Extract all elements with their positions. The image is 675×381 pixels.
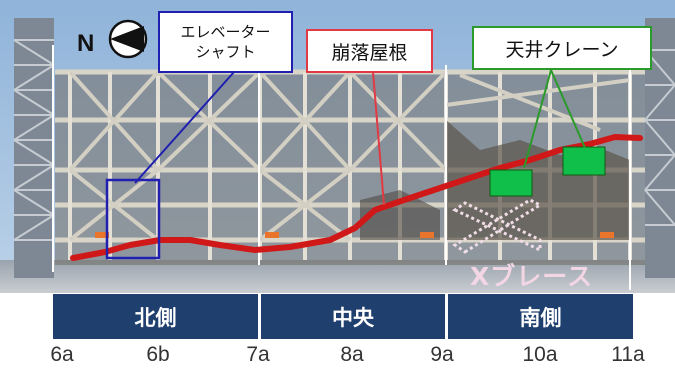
grid-label-6a: 6a	[50, 343, 74, 366]
orange-markers	[95, 232, 614, 238]
left-tower	[13, 18, 55, 278]
grid-label-11a: 11a	[611, 343, 645, 366]
ground	[0, 260, 675, 293]
compass-icon	[108, 19, 148, 59]
elevator-shaft-callout: エレベーター シャフト	[158, 11, 293, 73]
x-brace-marker	[452, 198, 544, 254]
callout-leader-lines	[134, 69, 586, 206]
crane-block-right	[562, 146, 606, 176]
grid-divider-lines	[52, 45, 631, 290]
collapsed-roof-line	[70, 134, 643, 261]
grid-label-8a: 8a	[340, 343, 364, 366]
grid-label-10a: 10a	[522, 343, 558, 366]
section-south: 南側	[448, 294, 633, 339]
section-center: 中央	[261, 294, 445, 339]
grid-label-6b: 6b	[146, 343, 170, 366]
elevator-shaft-marker	[105, 178, 161, 260]
grid-label-7a: 7a	[246, 343, 270, 366]
overhead-crane-callout: 天井クレーン	[472, 26, 652, 70]
north-label: N	[77, 30, 95, 57]
crane-block-left	[489, 169, 533, 197]
grid-label-9a: 9a	[430, 343, 454, 366]
collapsed-roof-callout: 崩落屋根	[306, 29, 433, 73]
x-brace-label: Xブレース	[470, 262, 594, 291]
building-frame	[55, 69, 645, 265]
section-north: 北側	[53, 294, 258, 339]
